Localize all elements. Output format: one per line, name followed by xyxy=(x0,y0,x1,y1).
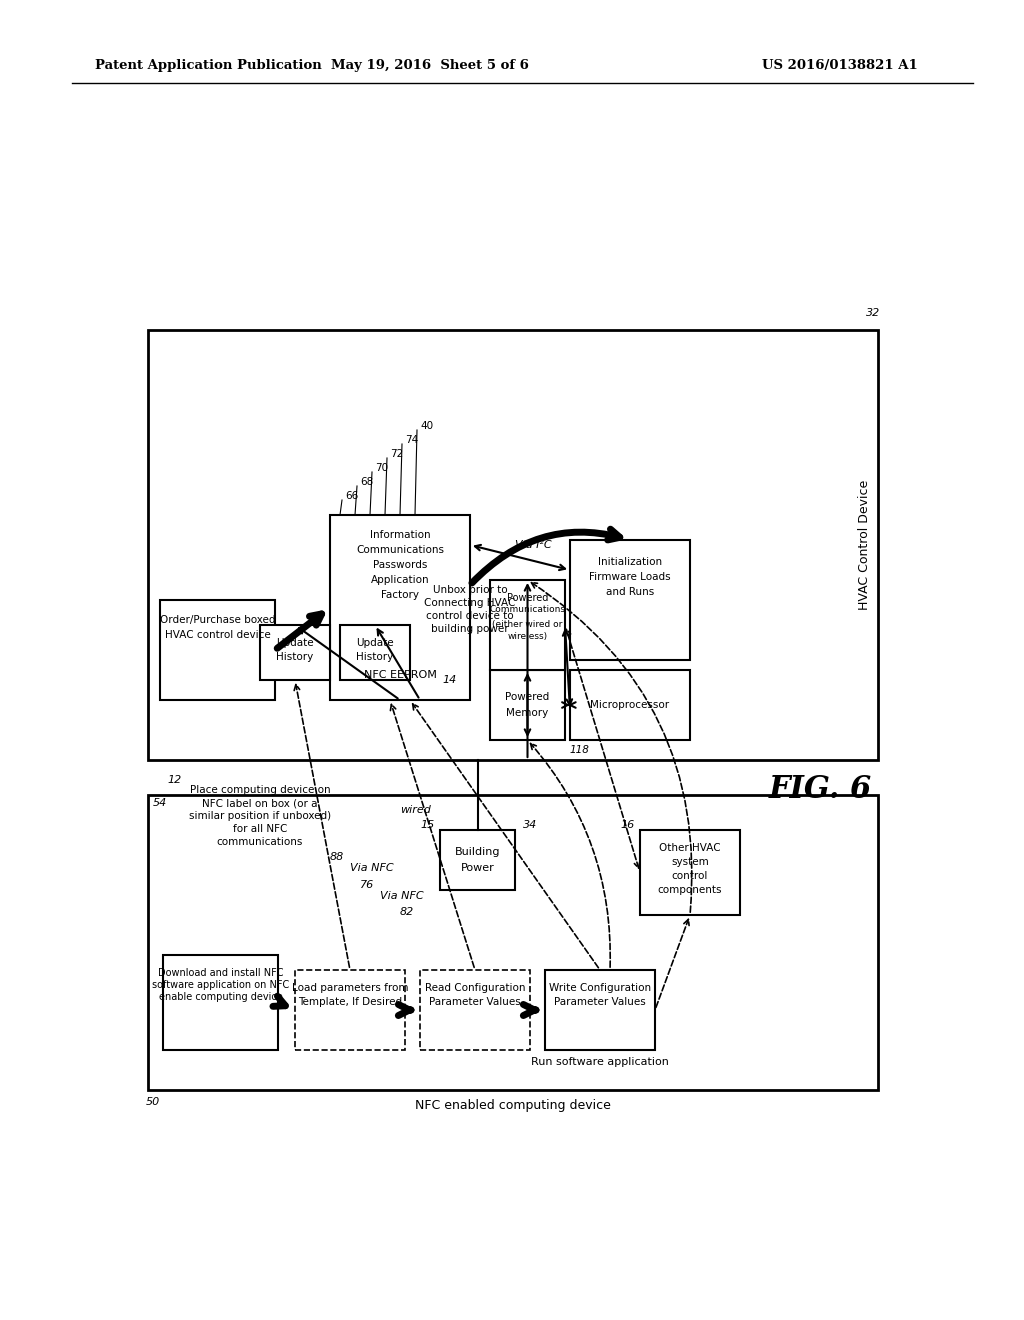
FancyBboxPatch shape xyxy=(163,954,278,1049)
Text: Passwords: Passwords xyxy=(373,560,427,570)
FancyBboxPatch shape xyxy=(420,970,530,1049)
Text: Power: Power xyxy=(461,863,495,873)
Text: 70: 70 xyxy=(375,463,388,473)
Text: History: History xyxy=(356,652,393,663)
Text: enable computing device: enable computing device xyxy=(159,993,283,1002)
Text: 16: 16 xyxy=(621,820,635,830)
Text: Read Configuration: Read Configuration xyxy=(425,983,525,993)
Text: communications: communications xyxy=(217,837,303,847)
Text: 12: 12 xyxy=(168,775,182,785)
FancyBboxPatch shape xyxy=(570,540,690,660)
Text: 68: 68 xyxy=(360,477,374,487)
Text: Powered: Powered xyxy=(507,593,548,603)
FancyBboxPatch shape xyxy=(490,579,565,671)
Text: Unbox prior to: Unbox prior to xyxy=(433,585,507,595)
Text: 72: 72 xyxy=(390,449,403,459)
Text: Initialization: Initialization xyxy=(598,557,663,568)
FancyBboxPatch shape xyxy=(295,970,406,1049)
Text: Parameter Values: Parameter Values xyxy=(429,997,521,1007)
Text: Other HVAC: Other HVAC xyxy=(659,843,721,853)
Text: building power: building power xyxy=(431,624,509,634)
Text: control: control xyxy=(672,871,709,880)
Text: control device to: control device to xyxy=(426,611,514,620)
Text: Place computing device on: Place computing device on xyxy=(189,785,331,795)
Text: NFC label on box (or a: NFC label on box (or a xyxy=(203,799,317,808)
FancyBboxPatch shape xyxy=(160,601,275,700)
Text: software application on NFC: software application on NFC xyxy=(152,979,289,990)
Text: 50: 50 xyxy=(146,1097,160,1107)
FancyBboxPatch shape xyxy=(148,795,878,1090)
Text: Building: Building xyxy=(455,847,501,857)
Text: 82: 82 xyxy=(400,907,415,917)
FancyBboxPatch shape xyxy=(260,624,330,680)
Text: 76: 76 xyxy=(360,880,374,890)
Text: 34: 34 xyxy=(523,820,538,830)
Text: HVAC control device: HVAC control device xyxy=(165,630,270,640)
Text: 40: 40 xyxy=(420,421,433,432)
Text: 54: 54 xyxy=(153,799,167,808)
Text: Via I²C: Via I²C xyxy=(515,540,552,550)
Text: system: system xyxy=(671,857,709,867)
Text: HVAC Control Device: HVAC Control Device xyxy=(857,480,870,610)
Text: Run software application: Run software application xyxy=(531,1057,669,1067)
Text: Memory: Memory xyxy=(507,708,549,718)
Text: Factory: Factory xyxy=(381,590,419,601)
Text: similar position if unboxed): similar position if unboxed) xyxy=(189,810,331,821)
Text: May 19, 2016  Sheet 5 of 6: May 19, 2016 Sheet 5 of 6 xyxy=(331,58,529,71)
FancyBboxPatch shape xyxy=(570,671,690,741)
Text: wireless): wireless) xyxy=(508,632,548,642)
Text: 66: 66 xyxy=(345,491,358,502)
Text: Via NFC: Via NFC xyxy=(350,863,393,873)
Text: wired: wired xyxy=(400,805,431,814)
FancyBboxPatch shape xyxy=(490,671,565,741)
Text: Application: Application xyxy=(371,576,429,585)
Text: NFC enabled computing device: NFC enabled computing device xyxy=(415,1098,611,1111)
Text: 74: 74 xyxy=(406,436,418,445)
Text: 32: 32 xyxy=(866,308,880,318)
FancyBboxPatch shape xyxy=(340,624,410,680)
Text: Powered: Powered xyxy=(506,692,550,702)
Text: Firmware Loads: Firmware Loads xyxy=(589,572,671,582)
Text: and Runs: and Runs xyxy=(606,587,654,597)
Text: 15: 15 xyxy=(421,820,435,830)
Text: Update: Update xyxy=(356,638,394,648)
FancyBboxPatch shape xyxy=(440,830,515,890)
FancyBboxPatch shape xyxy=(148,330,878,760)
Text: Load parameters from: Load parameters from xyxy=(292,983,409,993)
Text: Patent Application Publication: Patent Application Publication xyxy=(95,58,322,71)
Text: Communications: Communications xyxy=(356,545,444,554)
Text: 118: 118 xyxy=(569,744,589,755)
Text: Communications: Communications xyxy=(489,606,565,615)
Text: 14: 14 xyxy=(442,675,457,685)
Text: Update: Update xyxy=(276,638,313,648)
Text: Connecting HVAC: Connecting HVAC xyxy=(424,598,516,609)
FancyBboxPatch shape xyxy=(545,970,655,1049)
Text: US 2016/0138821 A1: US 2016/0138821 A1 xyxy=(762,58,918,71)
Text: Parameter Values: Parameter Values xyxy=(554,997,646,1007)
Text: Order/Purchase boxed: Order/Purchase boxed xyxy=(160,615,275,624)
Text: (either wired or: (either wired or xyxy=(493,619,562,628)
Text: Via NFC: Via NFC xyxy=(380,891,424,902)
Text: Microprocessor: Microprocessor xyxy=(591,700,670,710)
Text: Template, If Desired: Template, If Desired xyxy=(298,997,402,1007)
Text: 88: 88 xyxy=(330,851,344,862)
Text: History: History xyxy=(276,652,313,663)
Text: components: components xyxy=(657,884,722,895)
FancyBboxPatch shape xyxy=(640,830,740,915)
Text: Write Configuration: Write Configuration xyxy=(549,983,651,993)
Text: NFC EEPROM: NFC EEPROM xyxy=(364,671,436,680)
FancyBboxPatch shape xyxy=(330,515,470,700)
Text: FIG. 6: FIG. 6 xyxy=(768,775,871,805)
Text: for all NFC: for all NFC xyxy=(232,824,287,834)
Text: Download and install NFC: Download and install NFC xyxy=(158,968,284,978)
Text: Information: Information xyxy=(370,531,430,540)
